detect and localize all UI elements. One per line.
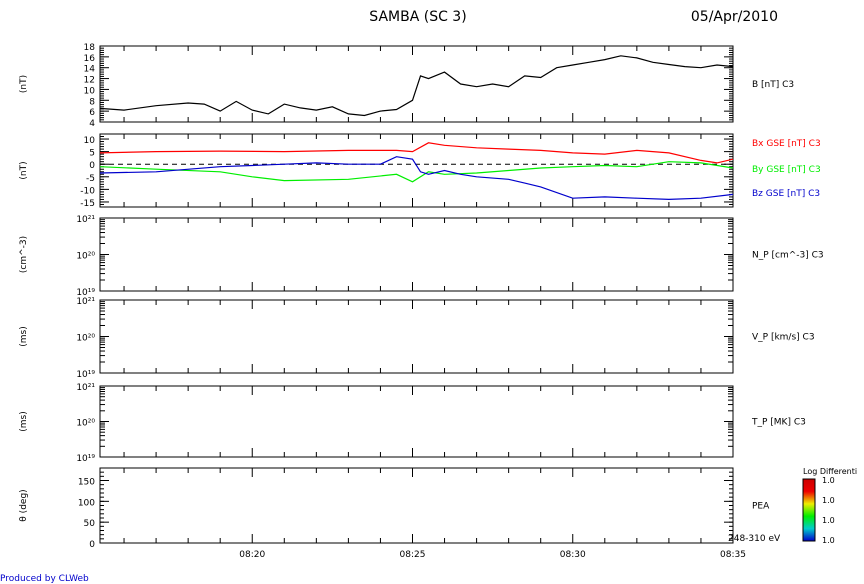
colorbar-tick-label: 1.0: [822, 476, 835, 485]
panel-v_p: 10²¹ 10²⁰ 10¹⁹ (ms) V_P [km/s] C3: [19, 297, 815, 380]
units-label: (nT): [19, 75, 29, 93]
y-tick-label: 6: [89, 108, 95, 118]
y-tick-label: 16: [84, 54, 96, 64]
colorbar-tick-label: 1.0: [822, 536, 835, 545]
y-tick-label: 10¹⁹: [76, 370, 95, 380]
series-line-0: [99, 142, 734, 164]
y-tick-label: 12: [84, 76, 95, 86]
series-label: Bx GSE [nT] C3: [752, 139, 821, 149]
units-label: (ms): [19, 326, 29, 346]
y-tick-label: 10: [84, 86, 96, 96]
panel-frame: [99, 133, 734, 208]
series-label: N_P [cm^-3] C3: [752, 251, 824, 261]
y-tick-label: 10¹⁹: [76, 454, 95, 464]
panel-b-components: 10 5 0 -5 -10 -15 (nT) Bx GSE [nT] C3 By GSE [nT…: [19, 133, 821, 209]
y-tick-label: 10²⁰: [76, 419, 95, 429]
x-tick-label: 08:35: [720, 550, 746, 560]
colorbar-tick-label: 1.0: [822, 516, 835, 525]
x-tick-label: 08:20: [239, 550, 265, 560]
y-tick-label: 8: [89, 97, 95, 107]
units-label: (cm^-3): [19, 236, 29, 273]
panel-frame: [99, 385, 734, 458]
series-label: Bz GSE [nT] C3: [752, 189, 820, 199]
y-tick-label: 50: [84, 519, 96, 529]
y-tick-label: 5: [89, 149, 95, 159]
y-tick-label: 10: [84, 136, 96, 146]
panel-n_p: 10²¹ 10²⁰ 10¹⁹ (cm^-3) N_P [cm^-3] C3: [19, 215, 824, 298]
panel-frame: [99, 467, 734, 544]
y-tick-label: 10¹⁹: [76, 288, 95, 298]
series-label: B [nT] C3: [752, 80, 794, 90]
units-label: (ms): [19, 411, 29, 431]
y-tick-label: 10²⁰: [76, 334, 95, 344]
y-tick-label: 14: [84, 65, 96, 75]
y-tick-label: 0: [89, 540, 95, 550]
panel-frame: [99, 45, 734, 123]
panel-pea: 0 50 100 150 08:20 08:25 08:30 08:35 θ (deg) PEA: [19, 467, 770, 560]
series-line-2: [99, 156, 734, 201]
y-tick-label: 4: [89, 119, 95, 129]
y-tick-label: -5: [86, 174, 95, 184]
colorbar-title: Log Differenti: [803, 467, 857, 476]
y-tick-label: 10²¹: [76, 215, 95, 225]
series-label: PEA: [752, 502, 770, 512]
y-tick-label: 150: [78, 478, 95, 488]
series-line-0: [99, 55, 734, 117]
x-tick-label: 08:25: [400, 550, 426, 560]
panel-frame: [99, 217, 734, 292]
series-label: V_P [km/s] C3: [752, 333, 815, 343]
colorbar-tick-label: 1.0: [822, 496, 835, 505]
series-line-1: [99, 161, 734, 183]
panel-t_p: 10²¹ 10²⁰ 10¹⁹ (ms) T_P [MK] C3: [19, 383, 806, 464]
series-label: By GSE [nT] C3: [752, 165, 821, 175]
plot-title: SAMBA (SC 3): [369, 9, 466, 25]
units-label: θ (deg): [19, 489, 29, 521]
y-tick-label: -15: [80, 199, 95, 209]
series-label: T_P [MK] C3: [751, 418, 806, 428]
y-tick-label: 0: [89, 161, 95, 171]
credit-link[interactable]: Produced by CLWeb: [0, 574, 89, 584]
panel-frame: [99, 299, 734, 374]
x-tick-label: 08:30: [560, 550, 586, 560]
y-tick-label: 18: [84, 43, 96, 53]
y-tick-label: 10²¹: [76, 297, 95, 307]
energy-range-label: 248-310 eV: [728, 534, 781, 544]
colorbar-scale: [802, 478, 816, 542]
units-label: (nT): [19, 161, 29, 179]
y-tick-label: 10²¹: [76, 383, 95, 393]
y-tick-label: -10: [80, 186, 95, 196]
y-tick-label: 10²⁰: [76, 252, 95, 262]
y-tick-label: 100: [78, 498, 95, 508]
plot-date: 05/Apr/2010: [691, 9, 778, 25]
